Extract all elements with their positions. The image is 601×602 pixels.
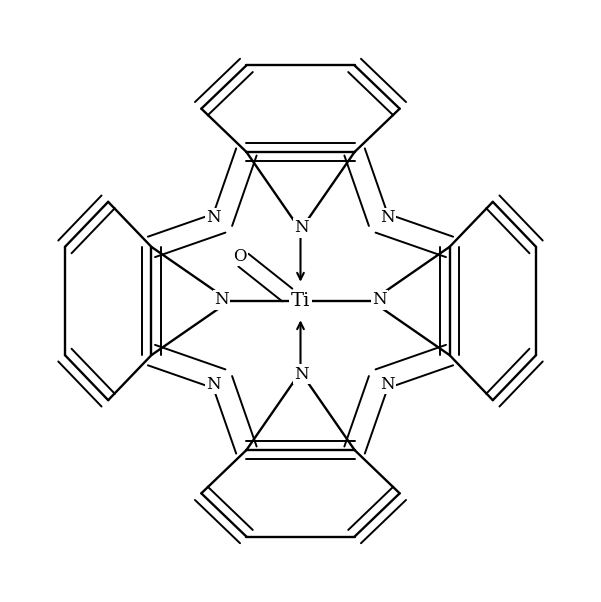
Text: Ti: Ti	[291, 292, 310, 310]
Text: N: N	[373, 291, 387, 308]
Text: N: N	[206, 209, 221, 226]
Text: N: N	[294, 219, 309, 236]
Text: O: O	[233, 248, 246, 265]
Text: N: N	[380, 209, 395, 226]
Text: N: N	[206, 376, 221, 393]
Text: N: N	[380, 376, 395, 393]
Text: N: N	[214, 291, 228, 308]
Text: N: N	[294, 366, 309, 383]
